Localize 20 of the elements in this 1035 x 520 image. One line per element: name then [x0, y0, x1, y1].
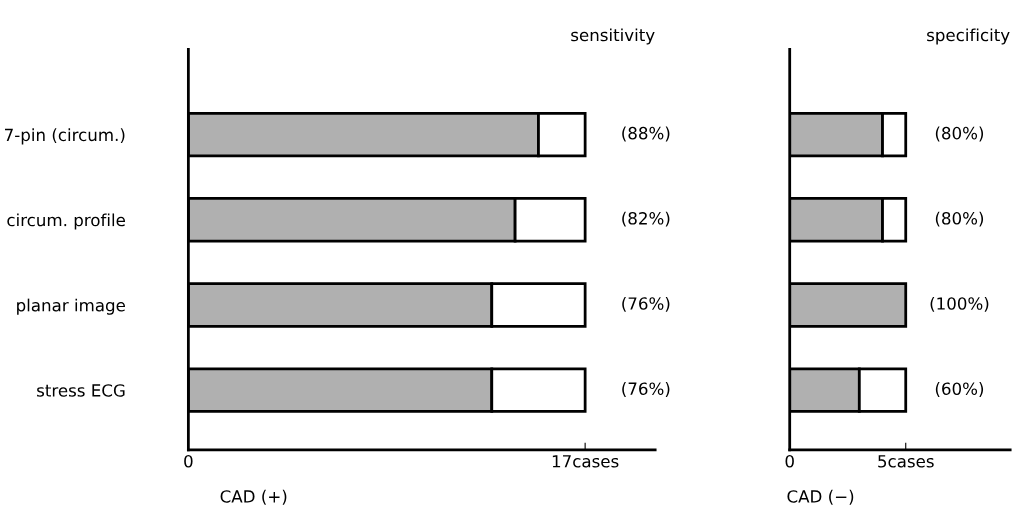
annotation: (88%) [622, 126, 670, 142]
x-axis-title: CAD (+) [220, 489, 287, 505]
chart-title: sensitivity [571, 28, 655, 45]
x-tick-label: 0 [184, 454, 193, 468]
annotation: (80%) [935, 211, 984, 227]
x-tick-label: 5cases [878, 455, 934, 468]
x-tick-label: 17cases [552, 455, 619, 468]
x-axis-title: CAD (−) [787, 489, 854, 505]
y-tick-label: stress ECG [37, 384, 125, 397]
x-tick-label: 0 [785, 454, 794, 468]
annotation: (80%) [935, 126, 984, 142]
annotation: (76%) [622, 382, 670, 397]
chart-title: specificity [927, 28, 1010, 45]
annotation: (60%) [935, 382, 984, 397]
y-tick-label: planar image [17, 298, 125, 315]
y-tick-label: 7-pin (circum.) [5, 128, 125, 145]
annotation: (100%) [930, 296, 989, 312]
y-tick-label: circum. profile [7, 213, 125, 230]
annotation: (76%) [622, 296, 670, 312]
annotation: (82%) [622, 211, 670, 227]
